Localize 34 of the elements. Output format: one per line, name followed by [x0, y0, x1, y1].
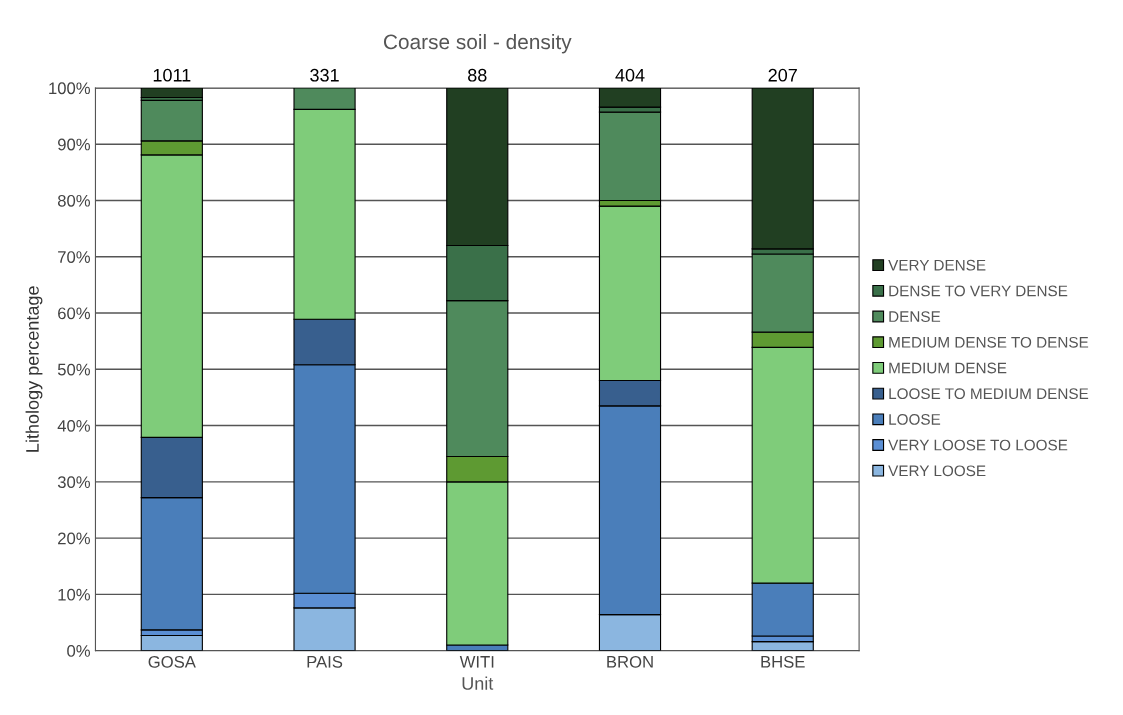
legend-label: LOOSE TO MEDIUM DENSE: [889, 388, 1089, 400]
x-tick-label: BHSE: [761, 655, 805, 668]
legend-label: VERY LOOSE TO LOOSE: [888, 439, 1068, 451]
legend-label: DENSE TO VERY DENSE: [889, 285, 1068, 297]
y-tick-label: 100%: [49, 82, 90, 95]
annotation: 88: [468, 68, 487, 82]
legend-label: VERY DENSE: [888, 259, 986, 271]
y-tick-label: 0%: [67, 645, 90, 657]
x-tick-label: GOSA: [148, 655, 196, 668]
y-tick-label: 40%: [57, 419, 90, 432]
y-axis-title: Lithology percentage: [25, 286, 43, 452]
y-tick-label: 20%: [58, 532, 90, 545]
x-tick-label: BRON: [607, 655, 653, 668]
y-tick-label: 80%: [57, 194, 90, 207]
legend-label: MEDIUM DENSE TO DENSE: [889, 336, 1089, 348]
annotation: 331: [310, 68, 339, 82]
x-tick-label: WITI: [459, 656, 494, 668]
y-tick-label: 90%: [58, 138, 90, 151]
y-tick-label: 60%: [58, 307, 90, 320]
y-tick-label: 10%: [58, 588, 90, 601]
y-tick-label: 70%: [58, 251, 90, 263]
annotation: 1011: [153, 68, 191, 82]
legend-label: MEDIUM DENSE: [889, 362, 1007, 374]
y-tick-label: 50%: [57, 363, 90, 376]
legend-label: VERY LOOSE: [888, 465, 986, 477]
bar: [140, 87, 203, 99]
annotation: 404: [615, 68, 645, 82]
annotation: 207: [768, 68, 797, 82]
legend-label: LOOSE: [889, 413, 941, 425]
y-tick-label: 30%: [57, 476, 90, 489]
x-tick-label: PAIS: [307, 655, 343, 668]
legend-label: DENSE: [889, 311, 941, 322]
x-axis-title: Unit: [462, 676, 494, 690]
chart-title: Coarse soil - density: [383, 33, 572, 54]
